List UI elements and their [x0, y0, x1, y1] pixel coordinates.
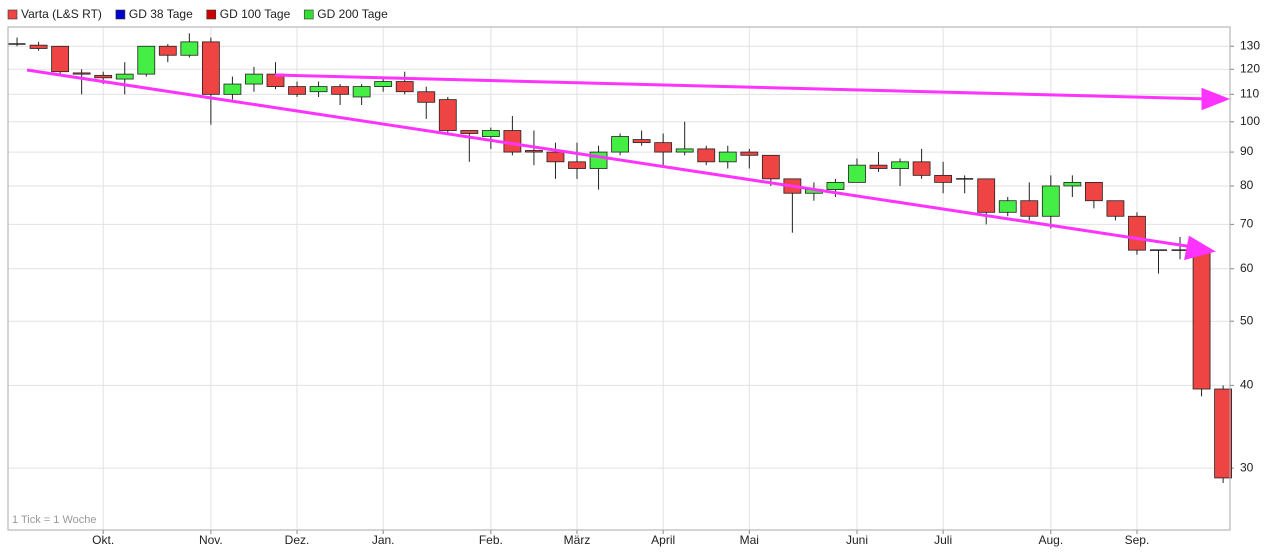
legend-swatch: [7, 9, 18, 20]
y-tick-label: 100: [1240, 114, 1260, 128]
candle-body: [481, 130, 500, 137]
chart-base: 30 40 50 60 70 80 90 100 110 120 130 Okt. Nov. Dez. Ja…: [8, 27, 1260, 547]
y-tick-label: 80: [1240, 178, 1254, 192]
candle-body: [632, 139, 651, 144]
y-tick-label: 110: [1240, 87, 1259, 101]
candle-body: [1084, 181, 1103, 202]
candle-body: [94, 74, 113, 79]
candle-body: [1020, 200, 1039, 217]
legend: Varta (L&S RT) GD 38 Tage GD 100 Tage GD 20…: [7, 7, 388, 21]
candle-body: [1128, 215, 1146, 251]
y-tick-label: 120: [1240, 61, 1260, 75]
candles: [8, 33, 1233, 483]
x-tick-label: Juli: [934, 533, 952, 547]
candle-body: [1063, 181, 1082, 187]
x-tick-label: Aug.: [1038, 533, 1063, 547]
y-tick-label: 60: [1240, 261, 1254, 275]
candle-body: [245, 73, 263, 85]
candle-body: [546, 151, 565, 163]
candle-body: [934, 174, 953, 183]
candle-body: [115, 73, 134, 80]
candle-body: [72, 72, 91, 75]
x-tick-label: Mai: [740, 533, 759, 547]
trend-line: [26, 68, 1201, 250]
candle-body: [137, 45, 156, 75]
x-tick-label: Juni: [846, 533, 868, 547]
y-tick-label: 90: [1240, 144, 1254, 158]
candle-body: [288, 86, 306, 95]
legend-label: GD 200 Tage: [317, 7, 388, 21]
candle-body: [460, 130, 479, 134]
x-tick-label: Nov.: [199, 533, 223, 547]
y-tick-label: 40: [1240, 378, 1254, 392]
candle-body: [675, 148, 694, 153]
candle-body: [1214, 388, 1233, 479]
y-tick-label: 70: [1240, 217, 1254, 231]
candle-body: [912, 161, 931, 176]
arrow-head: [1201, 87, 1231, 111]
candle-body: [891, 161, 909, 169]
legend-swatch: [206, 9, 217, 20]
candle-body: [869, 164, 888, 169]
candle-body: [417, 91, 436, 103]
candle-body: [374, 81, 393, 87]
legend-label: GD 100 Tage: [220, 7, 291, 21]
candle-body: [223, 83, 242, 95]
x-tick-label: Okt.: [92, 533, 114, 547]
candle-body: [395, 81, 414, 93]
candle-body: [51, 45, 70, 73]
arrow-head: [1184, 235, 1216, 261]
candle-body: [718, 151, 737, 163]
trend-line: [274, 73, 1211, 101]
legend-swatch: [303, 9, 314, 20]
legend-label: Varta (L&S RT): [21, 7, 102, 21]
candle-body: [201, 41, 220, 95]
x-tick-label: Dez.: [285, 533, 310, 547]
candle-body: [180, 41, 199, 56]
trend-arrows: [26, 68, 1231, 261]
candle-body: [331, 86, 349, 95]
candle-body: [761, 154, 780, 180]
candle-body: [29, 44, 48, 49]
x-tick-label: Feb.: [479, 533, 503, 547]
legend-swatch: [115, 9, 126, 20]
candle-body: [826, 181, 845, 190]
x-tick-label: März: [564, 533, 591, 547]
candle-body: [611, 136, 629, 153]
x-tick-label: Sep.: [1125, 533, 1150, 547]
candle-body: [697, 148, 716, 163]
y-tick-label: 50: [1240, 313, 1254, 327]
candle-body: [525, 150, 543, 153]
candle-body: [1192, 249, 1211, 390]
candle-body: [977, 178, 996, 213]
candle-body: [352, 86, 371, 98]
candle-body: [848, 164, 866, 183]
plot-frame: [7, 26, 1231, 531]
candle-body: [438, 99, 457, 131]
candle-body: [568, 161, 586, 169]
candle-body: [654, 142, 673, 153]
annotation: 1 Tick = 1 Woche: [12, 514, 96, 526]
candle-body: [1106, 200, 1125, 217]
candle-body: [309, 86, 328, 93]
legend-label: GD 38 Tage: [129, 7, 193, 21]
candle-body: [740, 151, 759, 156]
candle-body: [998, 200, 1017, 213]
x-tick-label: April: [651, 533, 675, 547]
y-tick-label: 130: [1240, 38, 1260, 52]
x-tick-label: Jan.: [372, 533, 395, 547]
candle-body: [1041, 185, 1060, 217]
candle-body: [158, 45, 177, 56]
y-tick-label: 30: [1240, 460, 1254, 474]
